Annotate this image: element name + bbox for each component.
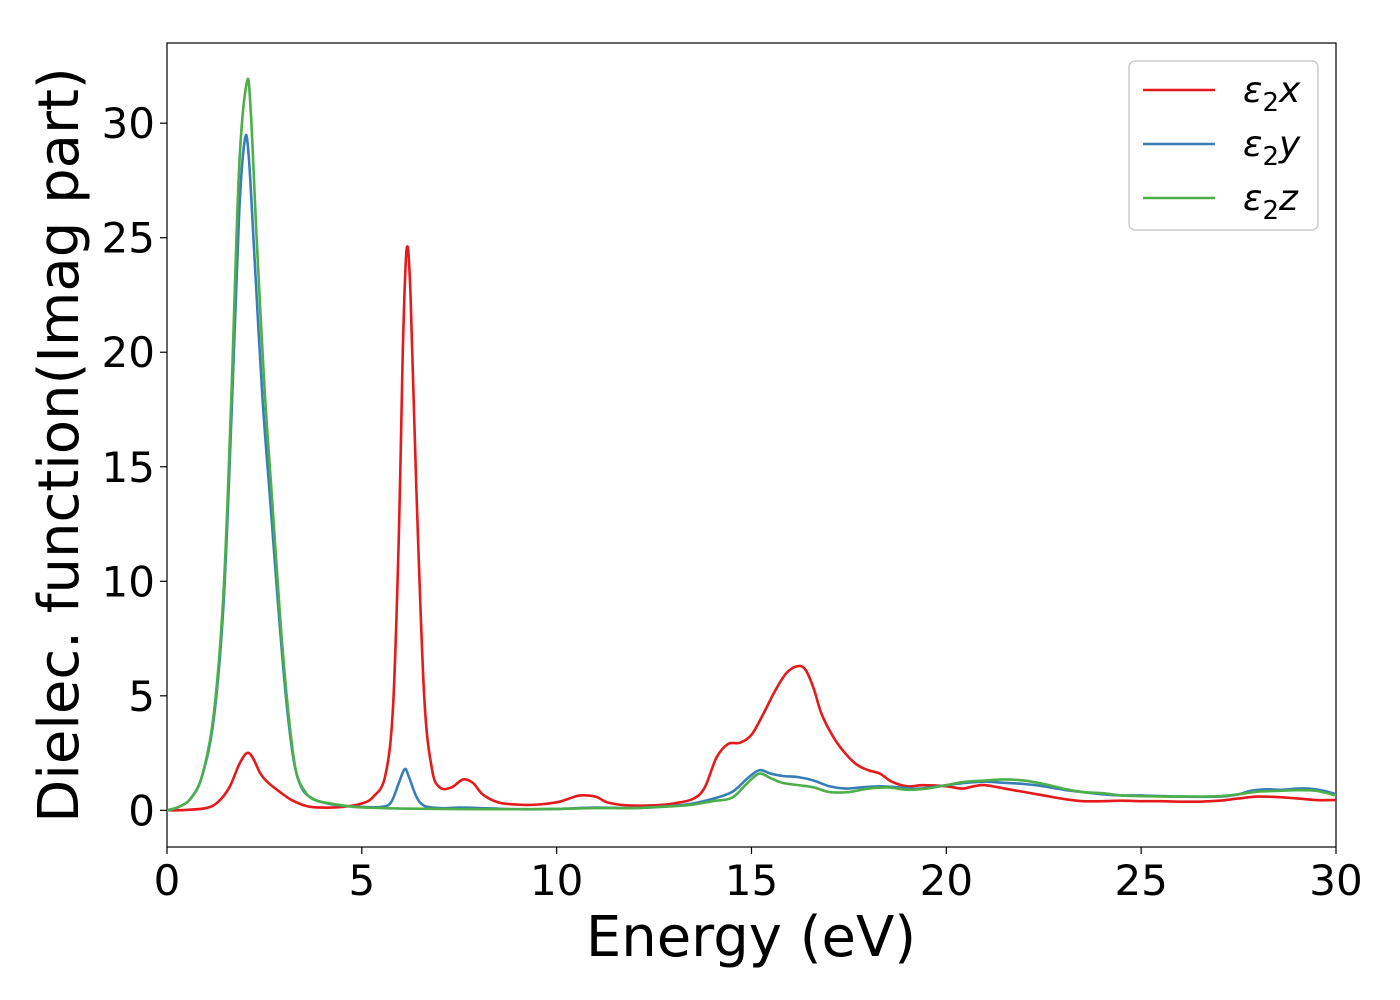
series-layer xyxy=(167,77,1336,812)
x-axis-label: Energy (eV) xyxy=(586,905,916,970)
y-tick-label: 15 xyxy=(102,443,155,492)
x-tick-label: 10 xyxy=(530,856,583,905)
y-axis: 0 5 10 15 20 25 30 xyxy=(102,99,167,835)
y-tick-label: 25 xyxy=(102,214,155,263)
x-axis: 0 5 10 15 20 25 30 xyxy=(154,847,1363,905)
legend-label-subscript: 2 xyxy=(1262,88,1279,118)
legend-label-subscript: 2 xyxy=(1262,142,1279,172)
legend-label-suffix: x xyxy=(1278,70,1301,111)
legend-label-y: ε2y xyxy=(1243,124,1301,172)
y-tick-label: 10 xyxy=(102,557,155,606)
y-tick-label: 30 xyxy=(102,99,155,148)
legend-label-z: ε2z xyxy=(1243,178,1299,226)
legend-label-x: ε2x xyxy=(1243,70,1301,118)
x-tick-label: 5 xyxy=(348,856,375,905)
legend-label-subscript: 2 xyxy=(1262,196,1279,226)
x-tick-label: 0 xyxy=(154,856,181,905)
legend-label-base: ε xyxy=(1243,178,1262,219)
y-tick-label: 5 xyxy=(128,672,155,721)
y-axis-label: Dielec. function(Imag part) xyxy=(27,67,92,823)
x-tick-label: 30 xyxy=(1309,856,1362,905)
y-tick-label: 20 xyxy=(102,328,155,377)
legend-label-base: ε xyxy=(1243,124,1262,165)
legend-label-suffix: y xyxy=(1278,124,1301,165)
y-tick-label: 0 xyxy=(128,786,155,835)
legend-frame xyxy=(1128,60,1319,231)
x-tick-label: 20 xyxy=(920,856,973,905)
series-line-z xyxy=(167,77,1336,812)
legend-label-base: ε xyxy=(1243,70,1262,111)
x-tick-label: 25 xyxy=(1114,856,1167,905)
x-tick-label: 15 xyxy=(725,856,778,905)
legend-label-suffix: z xyxy=(1278,178,1299,219)
